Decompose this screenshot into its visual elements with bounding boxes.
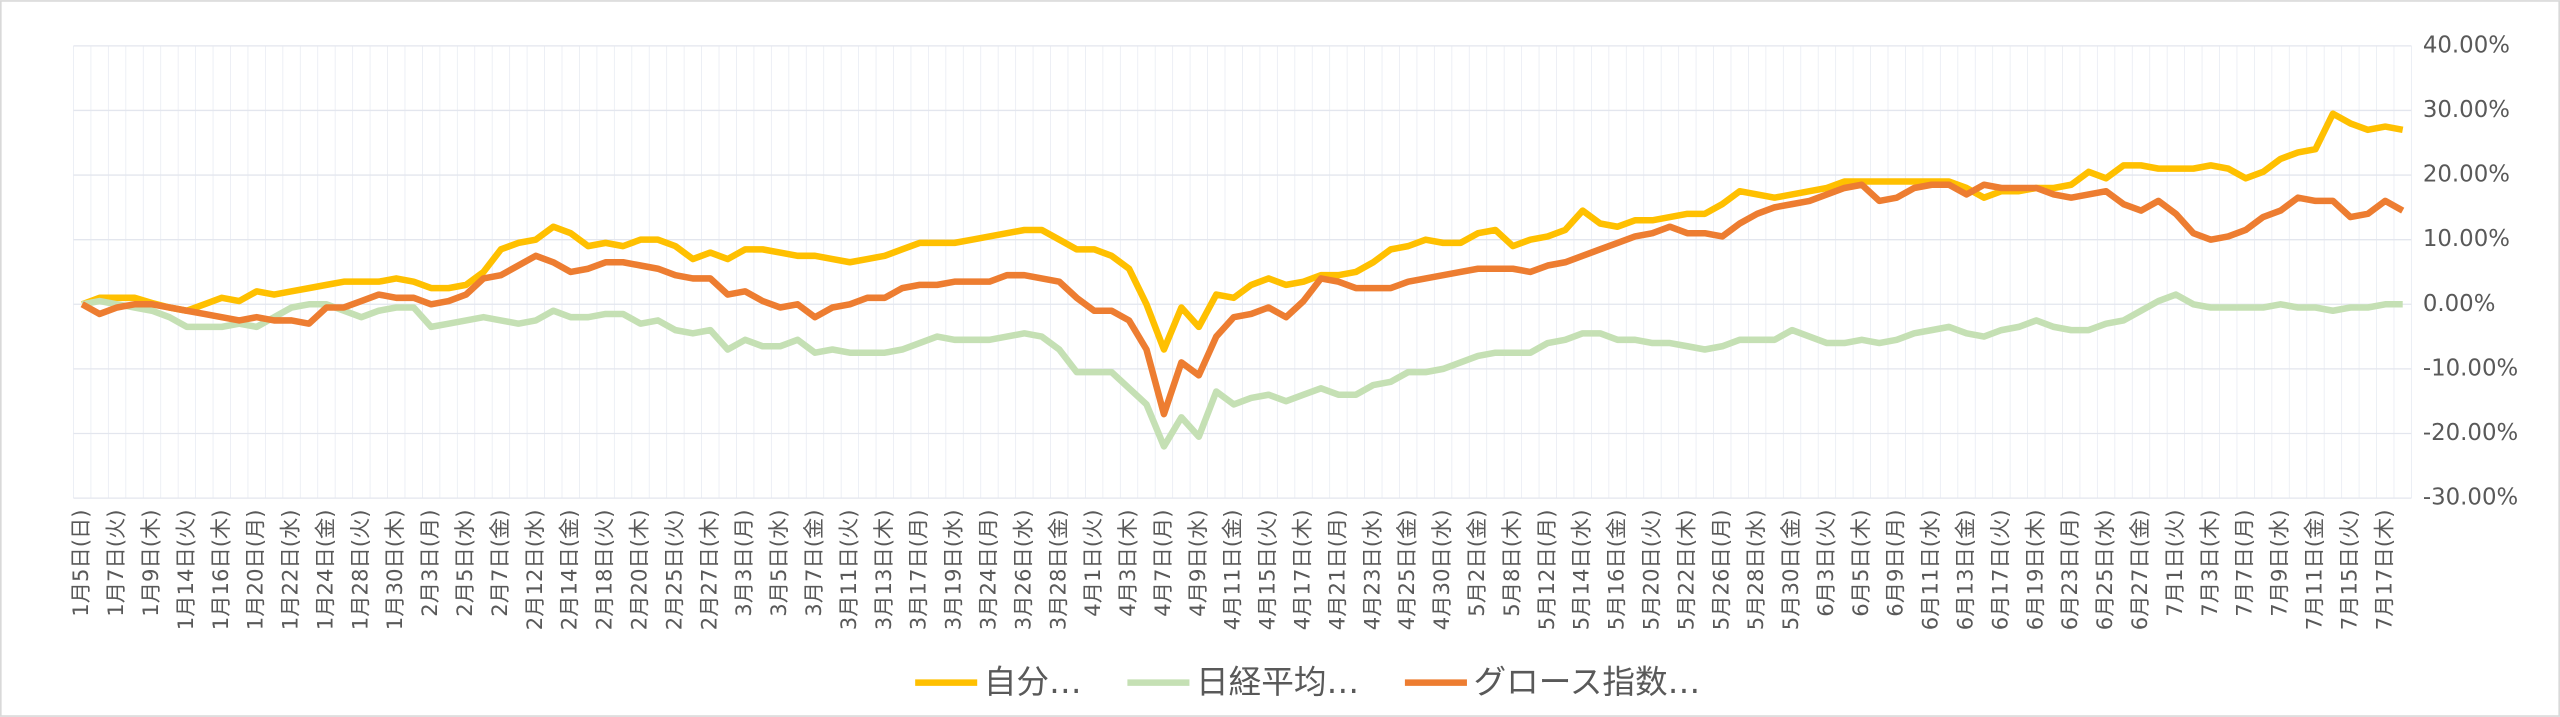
x-tick-label: 2月5日(水) xyxy=(453,510,478,617)
y-tick-label: 20.00% xyxy=(2423,162,2510,188)
x-tick-label: 3月13日(木) xyxy=(872,510,897,631)
x-tick-label: 3月5日(水) xyxy=(767,510,792,617)
x-tick-label: 4月3日(木) xyxy=(1116,510,1141,617)
x-tick-label: 5月26日(月) xyxy=(1709,510,1734,631)
x-tick-label: 3月17日(月) xyxy=(907,510,932,631)
x-tick-label: 1月9日(木) xyxy=(139,510,164,617)
y-tick-label: 10.00% xyxy=(2423,226,2510,252)
x-tick-label: 2月3日(月) xyxy=(418,510,443,617)
x-tick-label: 1月7日(火) xyxy=(104,510,129,617)
x-tick-label: 1月20日(月) xyxy=(244,510,269,631)
x-tick-label: 3月19日(水) xyxy=(942,510,967,631)
x-tick-label: 4月21日(月) xyxy=(1325,510,1350,631)
x-tick-label: 5月30日(金) xyxy=(1779,510,1804,631)
legend-label: グロース指数… xyxy=(1473,663,1700,701)
y-tick-label: -10.00% xyxy=(2423,355,2518,381)
x-tick-label: 7月9日(水) xyxy=(2268,510,2293,617)
x-tick-label: 6月25日(水) xyxy=(2093,510,2118,631)
x-tick-label: 4月15日(火) xyxy=(1256,510,1281,631)
y-tick-label: -30.00% xyxy=(2423,485,2518,511)
x-tick-label: 3月11日(火) xyxy=(837,510,862,631)
y-tick-label: 40.00% xyxy=(2423,32,2510,58)
x-tick-label: 4月23日(水) xyxy=(1360,510,1385,631)
x-tick-label: 5月16日(金) xyxy=(1605,510,1630,631)
x-tick-label: 6月11日(水) xyxy=(1919,510,1944,631)
x-tick-label: 1月5日(日) xyxy=(69,510,94,617)
legend-label: 日経平均… xyxy=(1196,663,1359,701)
x-tick-label: 3月26日(水) xyxy=(1011,510,1036,631)
x-tick-label: 5月14日(水) xyxy=(1570,510,1595,631)
x-tick-label: 3月28日(金) xyxy=(1046,510,1071,631)
x-tick-label: 4月30日(水) xyxy=(1430,510,1455,631)
x-tick-label: 3月7日(金) xyxy=(802,510,827,617)
x-tick-label: 6月9日(月) xyxy=(1884,510,1909,617)
x-tick-label: 2月27日(木) xyxy=(697,510,722,631)
x-tick-label: 6月27日(金) xyxy=(2128,510,2153,631)
x-tick-label: 6月3日(火) xyxy=(1814,510,1839,617)
x-tick-label: 4月17日(木) xyxy=(1291,510,1316,631)
x-tick-label: 2月7日(金) xyxy=(488,510,513,617)
x-tick-label: 4月1日(火) xyxy=(1081,510,1106,617)
x-tick-label: 1月16日(木) xyxy=(209,510,234,631)
x-tick-label: 2月14日(金) xyxy=(558,510,583,631)
x-tick-label: 4月7日(月) xyxy=(1151,510,1176,617)
series-line xyxy=(80,181,2405,418)
x-tick-label: 5月22日(木) xyxy=(1674,510,1699,631)
x-tick-label: 3月3日(月) xyxy=(732,510,757,617)
x-tick-label: 4月25日(金) xyxy=(1395,510,1420,631)
x-tick-label: 7月11日(金) xyxy=(2302,510,2327,631)
x-tick-label: 7月1日(火) xyxy=(2163,510,2188,617)
x-tick-label: 7月7日(月) xyxy=(2233,510,2258,617)
x-tick-label: 7月3日(木) xyxy=(2198,510,2223,617)
legend-label: 自分… xyxy=(984,663,1082,701)
x-tick-label: 7月15日(火) xyxy=(2337,510,2362,631)
x-tick-label: 3月24日(月) xyxy=(976,510,1001,631)
x-tick-label: 1月22日(水) xyxy=(279,510,304,631)
x-tick-label: 6月5日(木) xyxy=(1849,510,1874,617)
x-tick-label: 5月12日(月) xyxy=(1535,510,1560,631)
x-tick-label: 4月9日(水) xyxy=(1186,510,1211,617)
x-tick-label: 7月17日(木) xyxy=(2372,510,2397,631)
y-tick-label: 30.00% xyxy=(2423,97,2510,123)
x-tick-label: 5月28日(水) xyxy=(1744,510,1769,631)
x-tick-label: 1月14日(火) xyxy=(174,510,199,631)
x-tick-label: 2月18日(火) xyxy=(593,510,618,631)
x-tick-label: 4月11日(金) xyxy=(1221,510,1246,631)
x-tick-label: 6月19日(木) xyxy=(2023,510,2048,631)
x-tick-label: 1月28日(火) xyxy=(348,510,373,631)
x-tick-label: 6月17日(火) xyxy=(1988,510,2013,631)
y-tick-label: 0.00% xyxy=(2423,291,2496,317)
series-line xyxy=(81,291,2403,450)
x-tick-label: 2月12日(水) xyxy=(523,510,548,631)
x-tick-label: 5月20日(火) xyxy=(1639,510,1664,631)
x-tick-label: 1月24日(金) xyxy=(313,510,338,631)
x-tick-label: 2月25日(火) xyxy=(662,510,687,631)
x-tick-label: 2月20日(木) xyxy=(628,510,653,631)
y-tick-label: -20.00% xyxy=(2423,420,2518,446)
x-tick-label: 6月13日(金) xyxy=(1954,510,1979,631)
x-tick-label: 6月23日(月) xyxy=(2058,510,2083,631)
x-tick-label: 5月8日(木) xyxy=(1500,510,1525,617)
x-tick-label: 1月30日(木) xyxy=(383,510,408,631)
x-tick-label: 5月2日(金) xyxy=(1465,510,1490,617)
